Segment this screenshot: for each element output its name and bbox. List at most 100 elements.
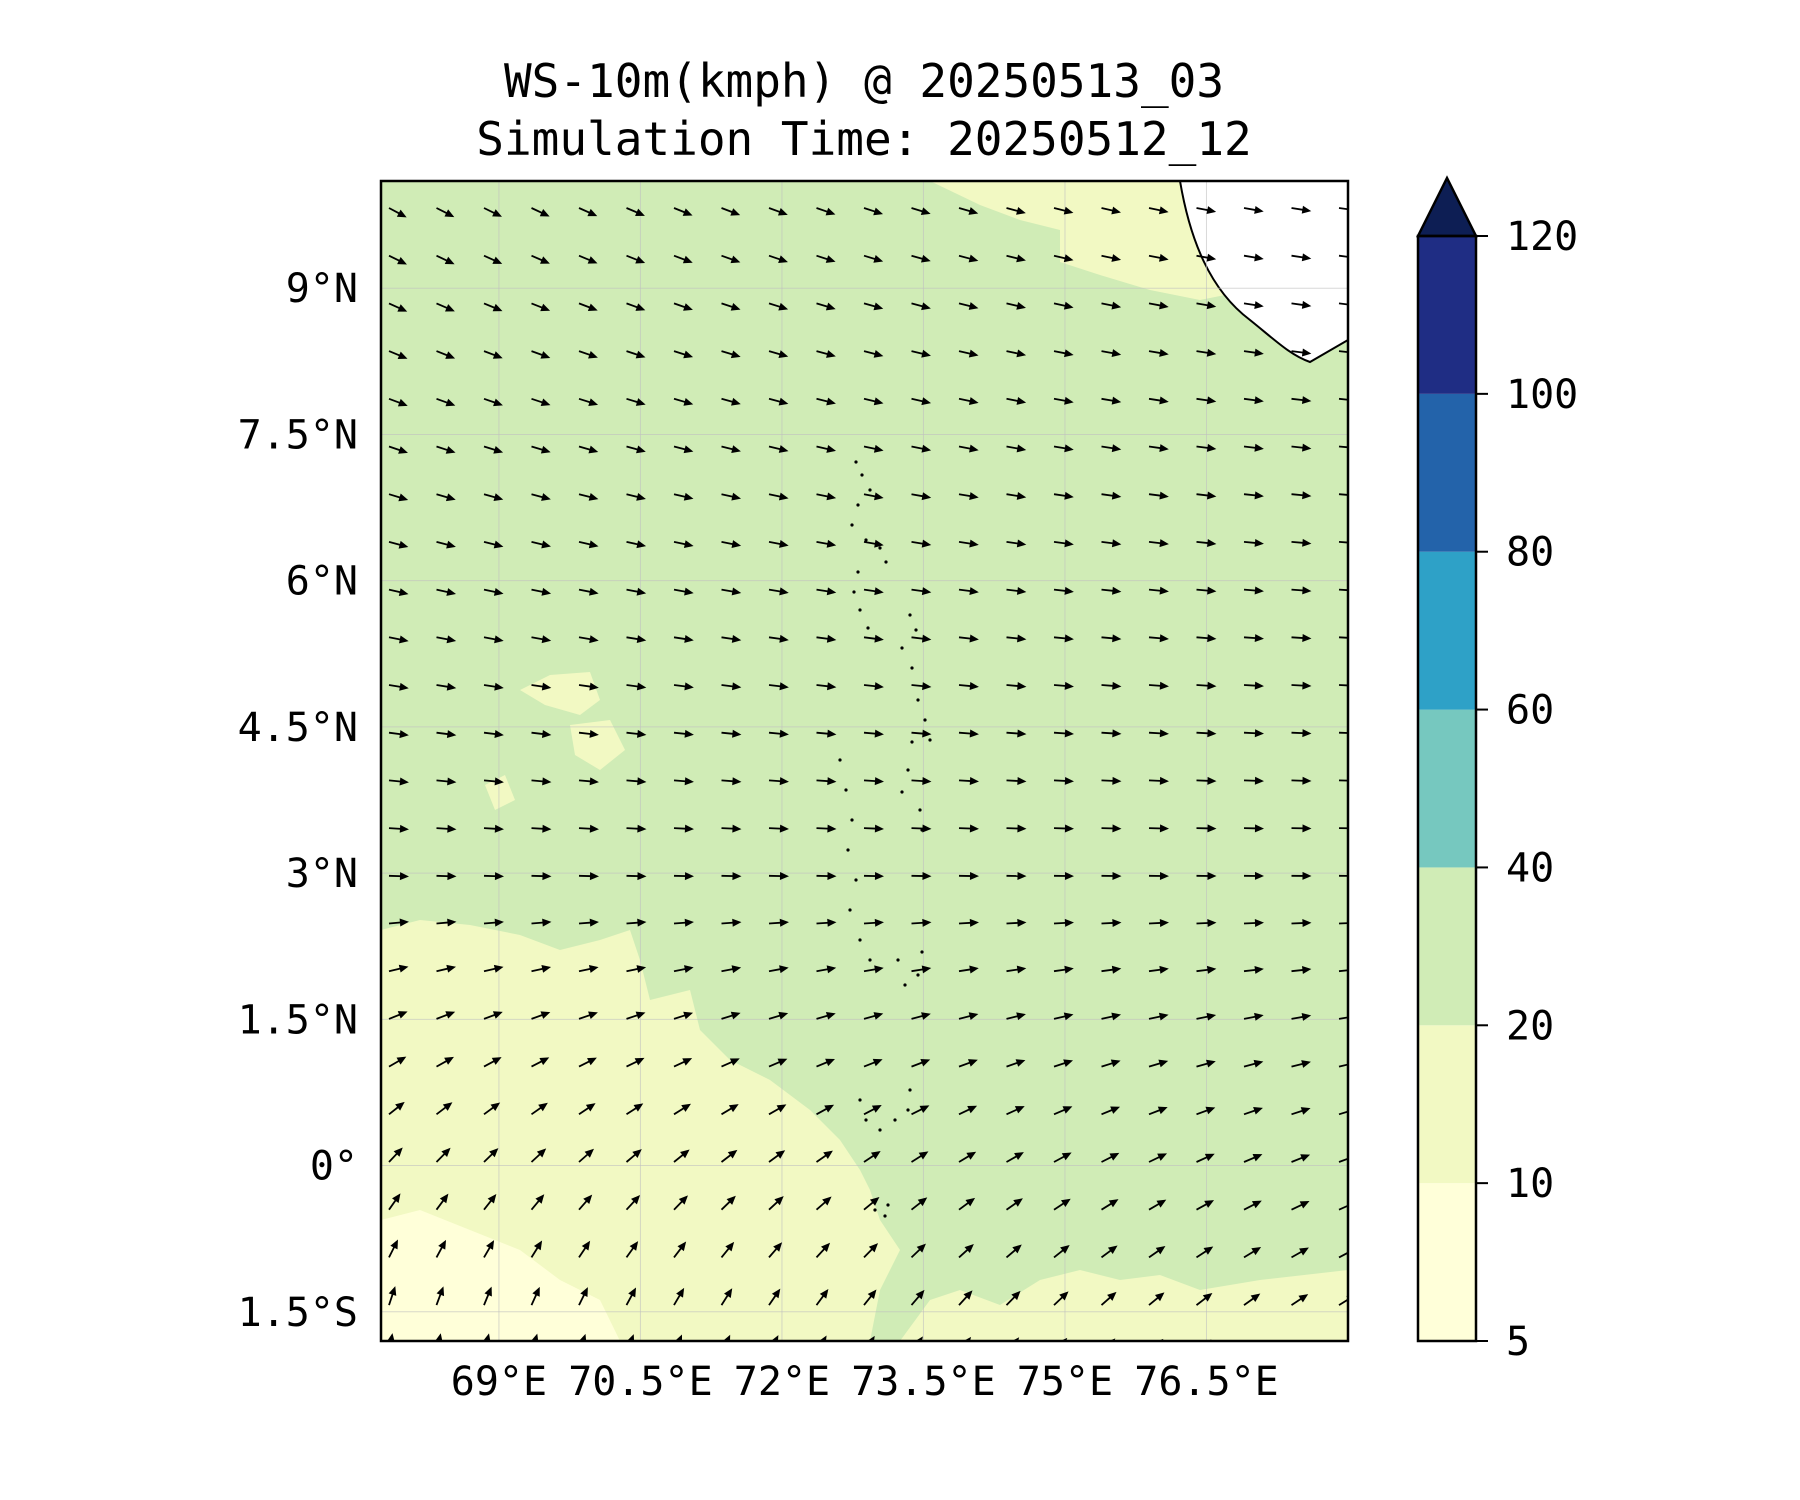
wind-arrow bbox=[1196, 396, 1217, 405]
wind-arrow bbox=[673, 777, 694, 786]
wind-arrow bbox=[483, 824, 504, 833]
wind-arrow bbox=[721, 777, 742, 786]
wind-arrow bbox=[1243, 491, 1264, 500]
wind-arrow bbox=[1291, 443, 1312, 452]
wind-arrow bbox=[1053, 349, 1074, 358]
wind-arrow bbox=[388, 964, 409, 973]
wind-arrow bbox=[1053, 681, 1074, 690]
wind-arrow bbox=[768, 1196, 784, 1211]
wind-arrow bbox=[911, 444, 932, 453]
wind-arrow bbox=[1196, 1012, 1217, 1021]
wind-arrow bbox=[1053, 586, 1074, 595]
wind-arrow bbox=[1148, 1106, 1168, 1116]
wind-arrow bbox=[911, 397, 932, 406]
wind-arrow bbox=[531, 302, 551, 312]
wind-arrow bbox=[1291, 586, 1312, 595]
wind-arrow bbox=[1291, 729, 1312, 738]
wind-arrow bbox=[1006, 1106, 1025, 1116]
wind-arrow bbox=[1101, 254, 1122, 262]
wind-arrow bbox=[1006, 1012, 1026, 1021]
wind-arrow bbox=[673, 729, 694, 738]
wind-arrow bbox=[867, 1335, 875, 1341]
wind-arrow bbox=[483, 1240, 495, 1258]
wind-arrow bbox=[863, 682, 884, 691]
wind-arrow bbox=[673, 1011, 694, 1020]
wind-arrow bbox=[815, 1289, 829, 1306]
wind-arrow bbox=[1148, 1292, 1165, 1306]
wind-arrow bbox=[483, 445, 504, 454]
wind-arrow bbox=[1196, 871, 1217, 880]
wind-arrow bbox=[1148, 1199, 1167, 1211]
wind-arrow bbox=[816, 445, 837, 453]
wind-arrow bbox=[816, 587, 837, 596]
wind-arrow bbox=[958, 539, 979, 548]
lat-tick-label: 9°N bbox=[286, 266, 358, 312]
wind-arrow bbox=[768, 254, 788, 264]
wind-arrow bbox=[673, 1149, 690, 1163]
wind-arrow bbox=[1101, 1199, 1119, 1211]
wind-arrow bbox=[626, 445, 646, 454]
wind-arrow bbox=[483, 635, 504, 644]
wind-arrow bbox=[578, 1240, 591, 1258]
wind-arrow bbox=[1100, 1245, 1118, 1259]
wind-arrow bbox=[578, 350, 598, 359]
wind-arrow bbox=[1053, 1244, 1070, 1259]
wind-arrow bbox=[1006, 444, 1027, 453]
wind-arrow bbox=[1306, 1340, 1308, 1341]
wind-arrow bbox=[1291, 824, 1312, 833]
wind-arrow bbox=[958, 965, 979, 974]
wind-arrow bbox=[578, 1011, 598, 1020]
wind-arrow bbox=[626, 918, 647, 927]
wind-arrow bbox=[1101, 776, 1122, 785]
wind-arrow bbox=[1196, 919, 1217, 927]
wind-arrow bbox=[911, 824, 932, 833]
wind-arrow bbox=[1101, 1106, 1121, 1116]
wind-arrow bbox=[1243, 1154, 1263, 1163]
wind-arrow bbox=[1101, 491, 1122, 500]
wind-arrow bbox=[768, 445, 789, 453]
wind-arrow bbox=[1338, 731, 1348, 734]
wind-arrow bbox=[436, 397, 456, 407]
wind-arrow bbox=[911, 1058, 931, 1068]
wind-arrow bbox=[1338, 1016, 1348, 1020]
wind-arrow bbox=[721, 492, 742, 501]
wind-arrow bbox=[483, 1102, 501, 1116]
wind-arrow bbox=[530, 1102, 548, 1116]
wind-arrow bbox=[578, 918, 599, 927]
wind-arrow bbox=[625, 1149, 642, 1163]
wind-arrow bbox=[1196, 539, 1217, 548]
wind-arrow bbox=[1053, 1152, 1072, 1163]
wind-arrow bbox=[1148, 253, 1169, 262]
wind-arrow bbox=[1053, 871, 1074, 880]
wind-arrow bbox=[1243, 681, 1264, 690]
wind-arrow bbox=[1053, 491, 1074, 500]
lat-tick-label: 1.5°S bbox=[238, 1290, 358, 1336]
wind-arrow bbox=[958, 1290, 973, 1306]
wind-arrow bbox=[673, 445, 694, 454]
wind-arrow bbox=[1338, 397, 1348, 401]
wind-arrow bbox=[1243, 729, 1264, 738]
wind-arrow bbox=[721, 634, 742, 643]
wind-arrow bbox=[721, 207, 741, 216]
wind-arrow bbox=[1053, 729, 1074, 738]
wind-arrow bbox=[1243, 919, 1264, 928]
wind-arrow bbox=[1196, 1106, 1216, 1116]
wind-arrow bbox=[578, 777, 599, 786]
wind-arrow bbox=[1101, 301, 1122, 310]
title-line-1: WS-10m(kmph) @ 20250513_03 bbox=[504, 54, 1224, 108]
wind-arrow bbox=[436, 445, 456, 454]
wind-arrow bbox=[958, 302, 979, 310]
wind-arrow bbox=[815, 1242, 831, 1259]
wind-arrow bbox=[1053, 634, 1074, 643]
wind-arrow bbox=[1053, 206, 1074, 215]
wind-arrow bbox=[483, 1193, 497, 1211]
wind-arrow bbox=[673, 824, 694, 833]
wind-arrow bbox=[531, 254, 550, 264]
wind-arrow bbox=[863, 1289, 877, 1306]
wind-arrow bbox=[1148, 824, 1169, 833]
wind-arrow bbox=[531, 350, 551, 359]
wind-arrow bbox=[483, 1057, 502, 1068]
wind-arrow bbox=[435, 1102, 453, 1116]
wind-arrow bbox=[768, 682, 789, 691]
wind-arrow bbox=[1243, 301, 1264, 310]
